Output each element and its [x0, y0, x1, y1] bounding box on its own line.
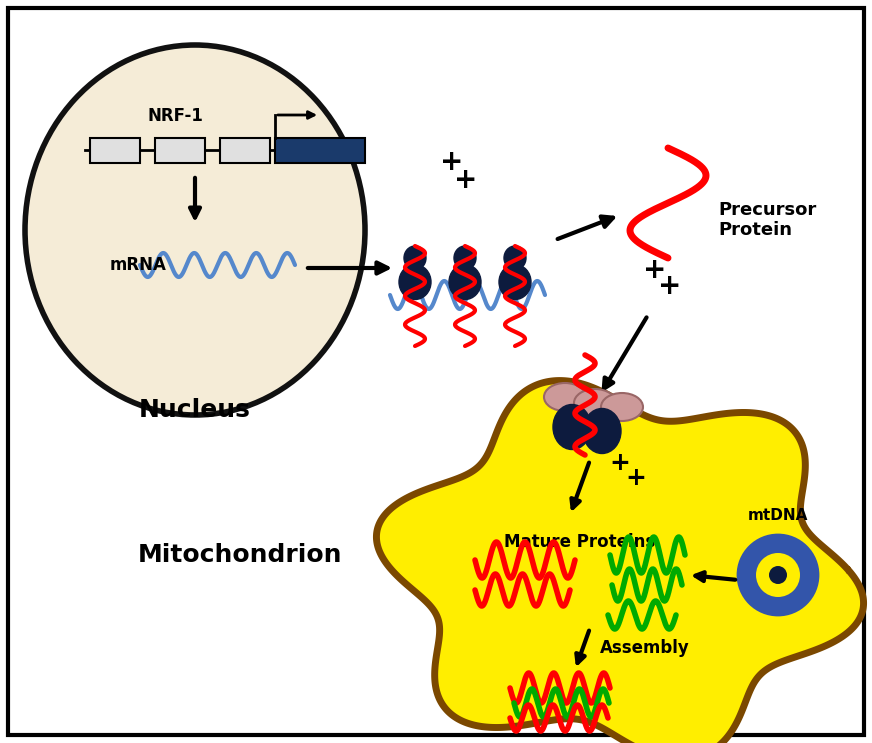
Text: mtDNA: mtDNA — [748, 508, 808, 523]
Text: +: + — [644, 256, 667, 284]
Text: Nucleus: Nucleus — [139, 398, 251, 422]
Ellipse shape — [544, 383, 586, 411]
Bar — [220, 138, 270, 163]
Ellipse shape — [449, 265, 481, 299]
Ellipse shape — [404, 246, 426, 270]
Text: +: + — [658, 272, 682, 300]
Ellipse shape — [574, 389, 616, 417]
Ellipse shape — [553, 404, 591, 450]
Text: Precursor
Protein: Precursor Protein — [718, 201, 816, 239]
Ellipse shape — [399, 265, 431, 299]
Text: Mitochondrion: Mitochondrion — [138, 543, 342, 567]
Ellipse shape — [504, 246, 526, 270]
Ellipse shape — [769, 566, 787, 584]
Text: +: + — [625, 466, 646, 490]
Bar — [275, 138, 365, 163]
Ellipse shape — [583, 409, 621, 453]
Ellipse shape — [454, 246, 476, 270]
Bar — [90, 138, 140, 163]
Ellipse shape — [601, 393, 643, 421]
Text: +: + — [454, 166, 478, 194]
Polygon shape — [377, 380, 863, 743]
Ellipse shape — [756, 553, 800, 597]
Text: +: + — [610, 451, 630, 475]
Bar — [155, 138, 205, 163]
Text: NRF-1: NRF-1 — [147, 107, 203, 125]
Text: +: + — [440, 148, 464, 176]
Ellipse shape — [25, 45, 365, 415]
Text: Mature Proteins: Mature Proteins — [504, 533, 656, 551]
Ellipse shape — [738, 535, 818, 615]
Ellipse shape — [499, 265, 531, 299]
Text: mRNA: mRNA — [110, 256, 167, 274]
Text: Assembly: Assembly — [600, 639, 690, 657]
